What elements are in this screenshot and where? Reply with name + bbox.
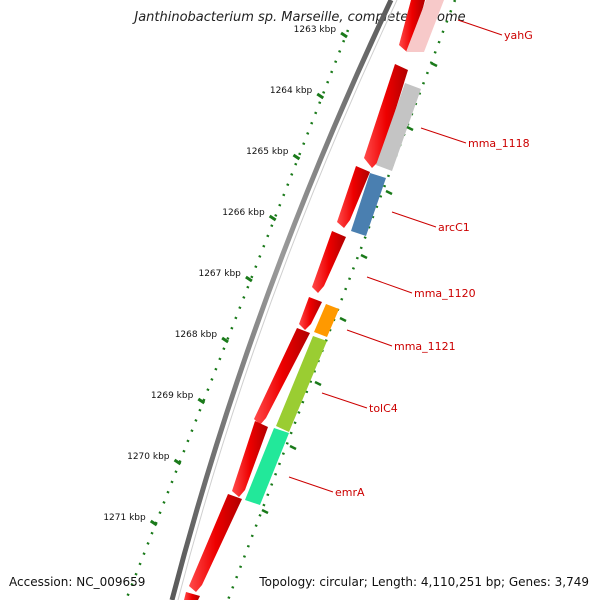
gene-label-arcC1: arcC1 [438, 221, 470, 234]
ruler-tick [221, 336, 229, 344]
ruler-tick [173, 458, 182, 466]
gene-block-arcC1 [351, 173, 386, 236]
gene-block-mma-1121 [314, 304, 339, 337]
ruler-tick [197, 397, 206, 405]
gene-label-mma-1118: mma_1118 [468, 137, 530, 150]
leader-line-tolC4 [321, 392, 368, 409]
gene-block-emrA [245, 428, 289, 505]
backbone-track [169, 0, 394, 600]
ruler-tick [268, 214, 277, 222]
cds-arrow [254, 328, 310, 425]
ruler-tick-label: 1265 kbp [246, 147, 289, 157]
cds-arrow [184, 592, 200, 600]
leader-line-mma-1120 [366, 276, 413, 294]
cds-arrow [232, 421, 268, 497]
ruler-tick-label: 1263 kbp [294, 25, 337, 35]
ruler-tick [149, 519, 158, 527]
ruler-tick-label: 1264 kbp [270, 86, 313, 96]
gene-block-mma-1118 [376, 83, 421, 171]
cds-arrow [337, 166, 370, 228]
cds-arrow [399, 0, 425, 52]
inner-ticks [261, 61, 438, 515]
ruler-tick-label: 1269 kbp [151, 391, 194, 401]
gene-label-mma-1120: mma_1120 [414, 287, 476, 300]
leader-line-emrA [288, 476, 334, 493]
cds-arrow [189, 494, 242, 592]
backbone-highlight [177, 0, 398, 600]
gene-block-tolC4 [276, 336, 327, 432]
ruler-tick [292, 153, 301, 161]
gene-label-tolC4: tolC4 [369, 402, 398, 415]
cds-arrow [299, 297, 322, 330]
ruler-tick-label: 1267 kbp [198, 269, 241, 279]
gene-block-yahG [406, 0, 444, 52]
cds-arrow [364, 64, 408, 168]
ruler-tick-label: 1271 kbp [103, 513, 146, 523]
gene-label-mma-1121: mma_1121 [394, 340, 456, 353]
accession-label: Accession: NC_009659 [9, 575, 146, 589]
gene-label-emrA: emrA [335, 486, 365, 499]
genome-summary: Topology: circular; Length: 4,110,251 bp… [259, 575, 589, 589]
ruler-tick-label: 1268 kbp [175, 330, 218, 340]
cds-arrow [312, 231, 346, 293]
ruler-tick [340, 31, 348, 39]
ruler-dotted-line-inner [226, 0, 457, 600]
ruler: 1263 kbp 1264 kbp 1265 kbp 1266 kbp 1267 kbp… [103, 25, 348, 527]
ruler-tick [245, 275, 253, 283]
leader-line-mma-1118 [420, 127, 467, 144]
leader-line-yahG [457, 19, 503, 36]
ruler-tick-label: 1266 kbp [222, 208, 265, 218]
ruler-tick [316, 92, 325, 100]
gene-labels: yahG mma_1118 arcC1 mma_1120 mma_1121 to… [288, 19, 533, 499]
leader-line-arcC1 [391, 211, 437, 228]
gene-label-yahG: yahG [504, 29, 533, 42]
feature-track [245, 0, 444, 505]
ruler-tick-label: 1270 kbp [127, 452, 170, 462]
cds-track [184, 0, 425, 600]
leader-line-mma-1121 [346, 329, 393, 347]
